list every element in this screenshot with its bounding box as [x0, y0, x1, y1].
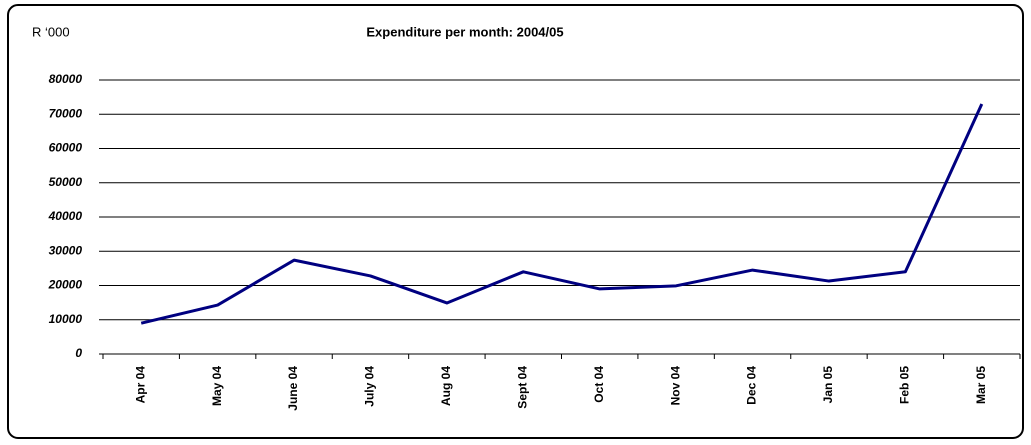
- y-tick-label: 40000: [48, 209, 83, 223]
- x-tick-label: June 04: [286, 366, 300, 411]
- y-tick-label: 80000: [49, 72, 83, 86]
- y-tick-label: 10000: [49, 312, 83, 326]
- y-tick-label: 30000: [49, 243, 83, 257]
- y-tick-label: 60000: [49, 141, 83, 155]
- y-axis-label: R ‘000: [32, 24, 70, 39]
- x-tick-label: Feb 05: [898, 366, 912, 404]
- y-tick-label: 70000: [49, 106, 83, 120]
- x-tick-label: Oct 04: [592, 366, 606, 403]
- x-tick-label: May 04: [210, 366, 224, 406]
- x-tick-label: Mar 05: [974, 366, 988, 404]
- y-tick-label: 20000: [48, 278, 83, 292]
- x-tick-label: Apr 04: [133, 366, 147, 404]
- x-tick-label: Nov 04: [668, 366, 682, 406]
- x-tick-label: Aug 04: [439, 366, 453, 406]
- y-tick-label: 0: [75, 346, 82, 360]
- x-tick-label: July 04: [363, 366, 377, 407]
- line: [140, 103, 984, 325]
- x-tick-label: Dec 04: [745, 366, 759, 405]
- chart-title: Expenditure per month: 2004/05: [366, 24, 563, 39]
- x-tick-label: Jan 05: [821, 366, 835, 404]
- chart-frame: [7, 4, 1024, 439]
- y-tick-label: 50000: [49, 175, 83, 189]
- x-tick-label: Sept 04: [515, 366, 529, 409]
